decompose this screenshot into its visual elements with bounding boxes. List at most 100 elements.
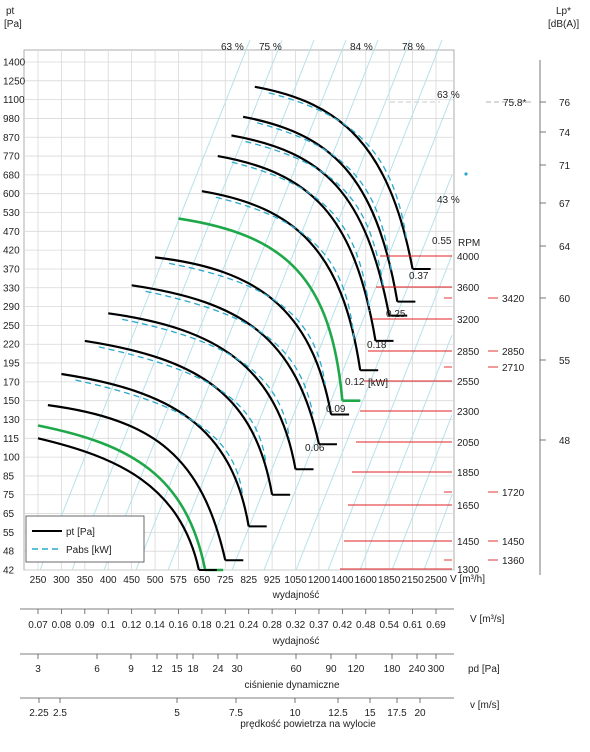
y-tick-label: 250 bbox=[3, 321, 20, 332]
secondary-tick-label: 6 bbox=[94, 664, 100, 675]
y-tick-label: 220 bbox=[3, 340, 20, 351]
secondary-tick-label: 240 bbox=[409, 664, 426, 675]
pabs-curve-3200 bbox=[231, 161, 371, 311]
efficiency-diagonal bbox=[135, 39, 347, 571]
x-tick-label: 250 bbox=[30, 575, 47, 586]
x-tick-label: 575 bbox=[170, 575, 187, 586]
secondary-tick-label: 0.12 bbox=[122, 620, 142, 631]
ms-axis-unit: V [m³/s] bbox=[470, 614, 505, 625]
y-axis-label: pt bbox=[6, 6, 15, 17]
rpm-right-label: 2850 bbox=[502, 347, 525, 358]
pt-curve-2710 bbox=[178, 217, 344, 401]
efficiency-label: 43 % bbox=[437, 195, 460, 206]
y-tick-label: 370 bbox=[3, 264, 20, 275]
lp-tick-label: 64 bbox=[559, 242, 571, 253]
secondary-tick-label: 15 bbox=[364, 708, 376, 719]
lp-tick-label: 48 bbox=[559, 436, 571, 447]
lp-tick-label: 60 bbox=[559, 294, 571, 305]
v-axis-label: prędkość powietrza na wylocie bbox=[240, 719, 376, 730]
legend-pt-label: pt [Pa] bbox=[66, 527, 95, 538]
secondary-tick-label: 0.1 bbox=[101, 620, 115, 631]
x-tick-label: 650 bbox=[194, 575, 211, 586]
secondary-tick-label: 0.24 bbox=[239, 620, 259, 631]
secondary-tick-label: 18 bbox=[187, 664, 199, 675]
secondary-tick-label: 0.07 bbox=[28, 620, 48, 631]
pd-axis-unit: pd [Pa] bbox=[468, 664, 500, 675]
efficiency-diagonal bbox=[231, 39, 443, 571]
curves bbox=[37, 85, 431, 572]
secondary-tick-label: 300 bbox=[428, 664, 445, 675]
rpm-label: 1650 bbox=[457, 501, 480, 512]
secondary-tick-label: 10 bbox=[289, 708, 301, 719]
efficiency-diagonal bbox=[391, 414, 453, 571]
x-tick-label: 2150 bbox=[401, 575, 424, 586]
pt-curve-1450 bbox=[47, 404, 227, 561]
pabs-curve-1650 bbox=[75, 379, 244, 497]
secondary-tick-label: 15 bbox=[171, 664, 183, 675]
efficiency-diagonal bbox=[295, 174, 453, 571]
lp-tick-label: 55 bbox=[559, 356, 571, 367]
y-tick-label: 55 bbox=[3, 528, 15, 539]
rpm-right-label: 1450 bbox=[502, 537, 525, 548]
lp-tick-label: 71 bbox=[559, 161, 571, 172]
secondary-tick-label: 0.69 bbox=[426, 620, 446, 631]
secondary-tick-label: 5 bbox=[174, 708, 180, 719]
efficiency-diagonal bbox=[199, 39, 411, 571]
y-tick-label: 1400 bbox=[3, 58, 26, 69]
lp-marker: 75.8* bbox=[503, 98, 526, 109]
pt-curve-3200 bbox=[217, 154, 377, 342]
x-tick-label: 1400 bbox=[331, 575, 354, 586]
y-tick-label: 870 bbox=[3, 133, 20, 144]
pt-curve-1360 bbox=[37, 424, 207, 571]
efficiency-diagonal bbox=[39, 39, 251, 571]
secondary-tick-label: 0.32 bbox=[286, 620, 306, 631]
rpm-right-label: 1720 bbox=[502, 488, 525, 499]
secondary-tick-label: 24 bbox=[212, 664, 224, 675]
x-axis-label: wydajność bbox=[272, 590, 320, 601]
y-tick-label: 85 bbox=[3, 471, 15, 482]
secondary-tick-label: 7.5 bbox=[229, 708, 243, 719]
secondary-tick-label: 2.25 bbox=[29, 708, 49, 719]
pabs-curve-3420 bbox=[245, 140, 384, 286]
x-tick-label: 2500 bbox=[425, 575, 448, 586]
pabs-curve-2550 bbox=[168, 262, 326, 385]
efficiency-diagonal bbox=[263, 94, 453, 571]
efficiency-diagonal bbox=[359, 334, 453, 571]
secondary-tick-label: 0.09 bbox=[75, 620, 95, 631]
secondary-tick-label: 17.5 bbox=[387, 708, 407, 719]
rpm-label: 1450 bbox=[457, 537, 480, 548]
y-tick-label: 530 bbox=[3, 208, 20, 219]
secondary-tick-label: 0.21 bbox=[216, 620, 236, 631]
x-tick-label: 1600 bbox=[355, 575, 378, 586]
y-tick-label: 115 bbox=[3, 434, 19, 445]
lp-tick-label: 67 bbox=[559, 199, 571, 210]
x-axis-unit: V [m³/h] bbox=[450, 574, 485, 585]
lp-tick-label: 74 bbox=[559, 128, 571, 139]
pt-curve-4000 bbox=[254, 85, 414, 270]
secondary-tick-label: 60 bbox=[290, 664, 302, 675]
y-tick-label: 130 bbox=[3, 415, 20, 426]
efficiency-diagonals bbox=[39, 39, 453, 571]
pt-curve-1300 bbox=[37, 437, 200, 571]
x-tick-label: 400 bbox=[100, 575, 117, 586]
power-label: 0.18 bbox=[367, 340, 387, 351]
pt-curve-3420 bbox=[231, 134, 391, 316]
rpm-label: 2850 bbox=[457, 347, 480, 358]
rpm-label: 3200 bbox=[457, 315, 480, 326]
rpm-header: RPM bbox=[458, 238, 480, 249]
legend: pt [Pa] Pabs [kW] bbox=[25, 515, 145, 563]
efficiency-diagonal bbox=[327, 254, 453, 571]
labels: 1400125011009808707706806005304704203703… bbox=[3, 42, 571, 719]
secondary-tick-label: 0.16 bbox=[169, 620, 189, 631]
x-tick-label: 450 bbox=[123, 575, 140, 586]
x-tick-label: 825 bbox=[240, 575, 257, 586]
y-tick-label: 1100 bbox=[3, 95, 25, 106]
power-label: 0.12 bbox=[345, 377, 365, 388]
efficiency-diagonal bbox=[103, 39, 315, 571]
efficiency-diagonal bbox=[423, 494, 453, 571]
secondary-tick-label: 0.42 bbox=[333, 620, 353, 631]
ms-axis-label: wydajność bbox=[272, 636, 320, 647]
secondary-tick-label: 0.28 bbox=[262, 620, 282, 631]
rpm-right-label: 1360 bbox=[502, 556, 525, 567]
